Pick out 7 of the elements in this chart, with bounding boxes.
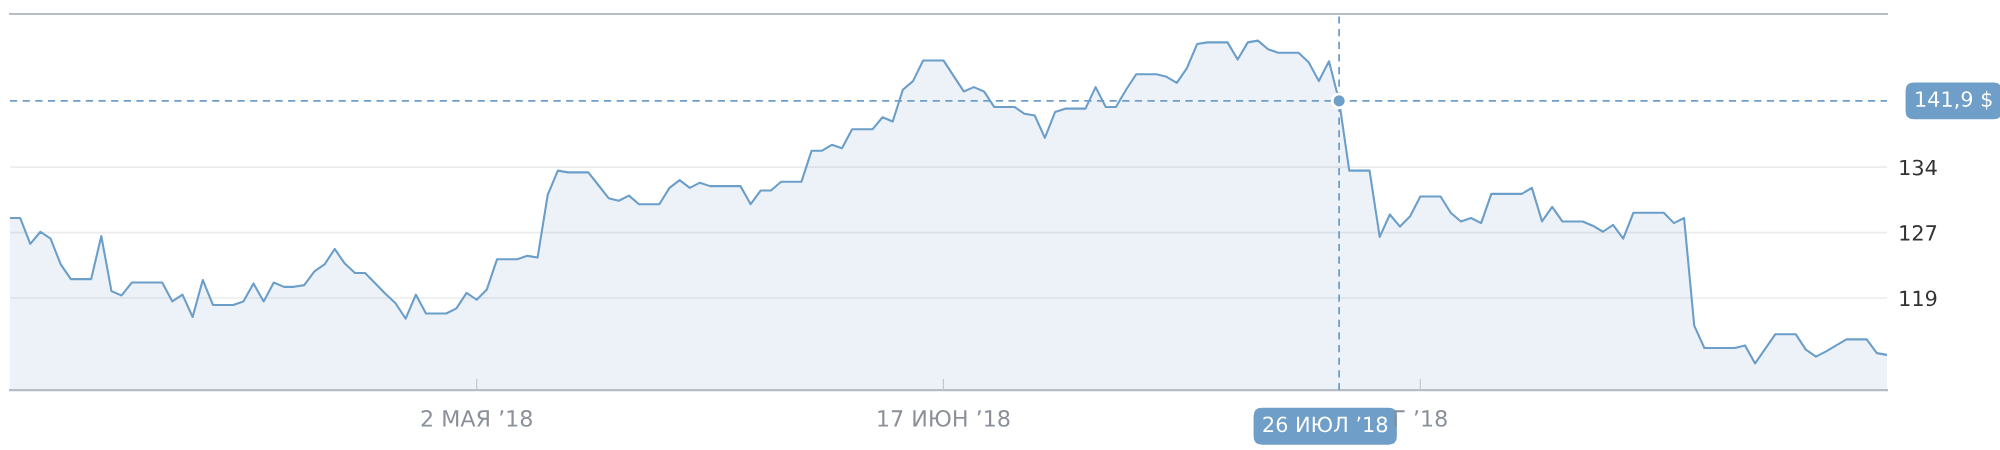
y-tick-label: 134 [1900,159,1937,176]
ref-line-label: 26 ИЮЛ ’18 [1263,416,1388,433]
x-tick-label: 2 МАЯ ’18 [421,409,532,427]
y-tick-label: 127 [1900,225,1937,241]
ref-line-label: 141,9 $ [1916,90,1992,110]
x-tick-label: 17 ИЮН ’18 [878,409,1010,427]
y-tick-label: 119 [1900,290,1937,307]
